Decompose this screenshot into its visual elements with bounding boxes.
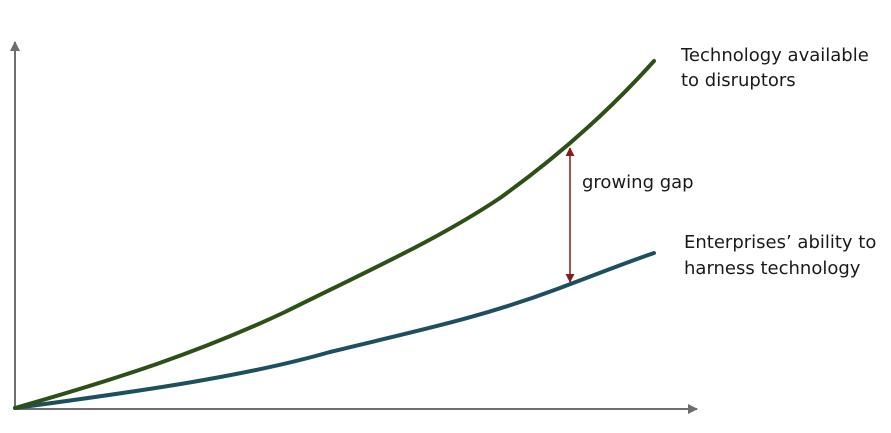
enterprise-ability-label-line-1: Enterprises’ ability to: [684, 232, 876, 253]
enterprise-ability-curve: [13, 251, 656, 410]
technology-available-label-line-2: to disruptors: [681, 70, 796, 91]
enterprise-ability-label-line-2: harness technology: [684, 258, 861, 279]
technology-available-label-line-1: Technology available: [680, 45, 869, 66]
growing-gap-label: growing gap: [582, 172, 694, 193]
technology-available-curve: [13, 59, 656, 410]
